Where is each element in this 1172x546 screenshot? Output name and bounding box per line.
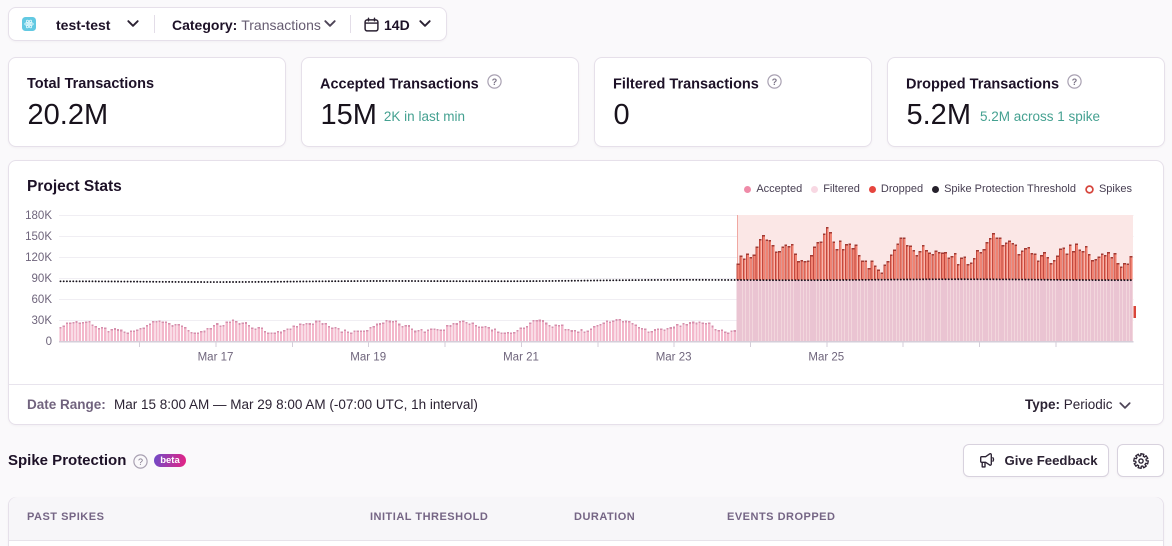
svg-text:?: ?	[1072, 77, 1078, 87]
svg-text:180K: 180K	[25, 210, 52, 222]
svg-text:30K: 30K	[32, 315, 53, 327]
svg-text:Mar 25: Mar 25	[808, 352, 844, 364]
svg-text:0: 0	[46, 336, 52, 348]
svg-text:?: ?	[772, 77, 778, 87]
svg-text:90K: 90K	[32, 273, 53, 285]
svg-text:Mar 23: Mar 23	[656, 352, 692, 364]
svg-text:150K: 150K	[25, 231, 52, 243]
svg-text:120K: 120K	[25, 252, 52, 264]
svg-text:Mar 21: Mar 21	[503, 352, 539, 364]
svg-text:?: ?	[492, 77, 498, 87]
svg-text:Mar 19: Mar 19	[350, 352, 386, 364]
svg-text:Mar 17: Mar 17	[198, 352, 234, 364]
svg-text:60K: 60K	[32, 294, 53, 306]
svg-text:?: ?	[138, 457, 143, 467]
